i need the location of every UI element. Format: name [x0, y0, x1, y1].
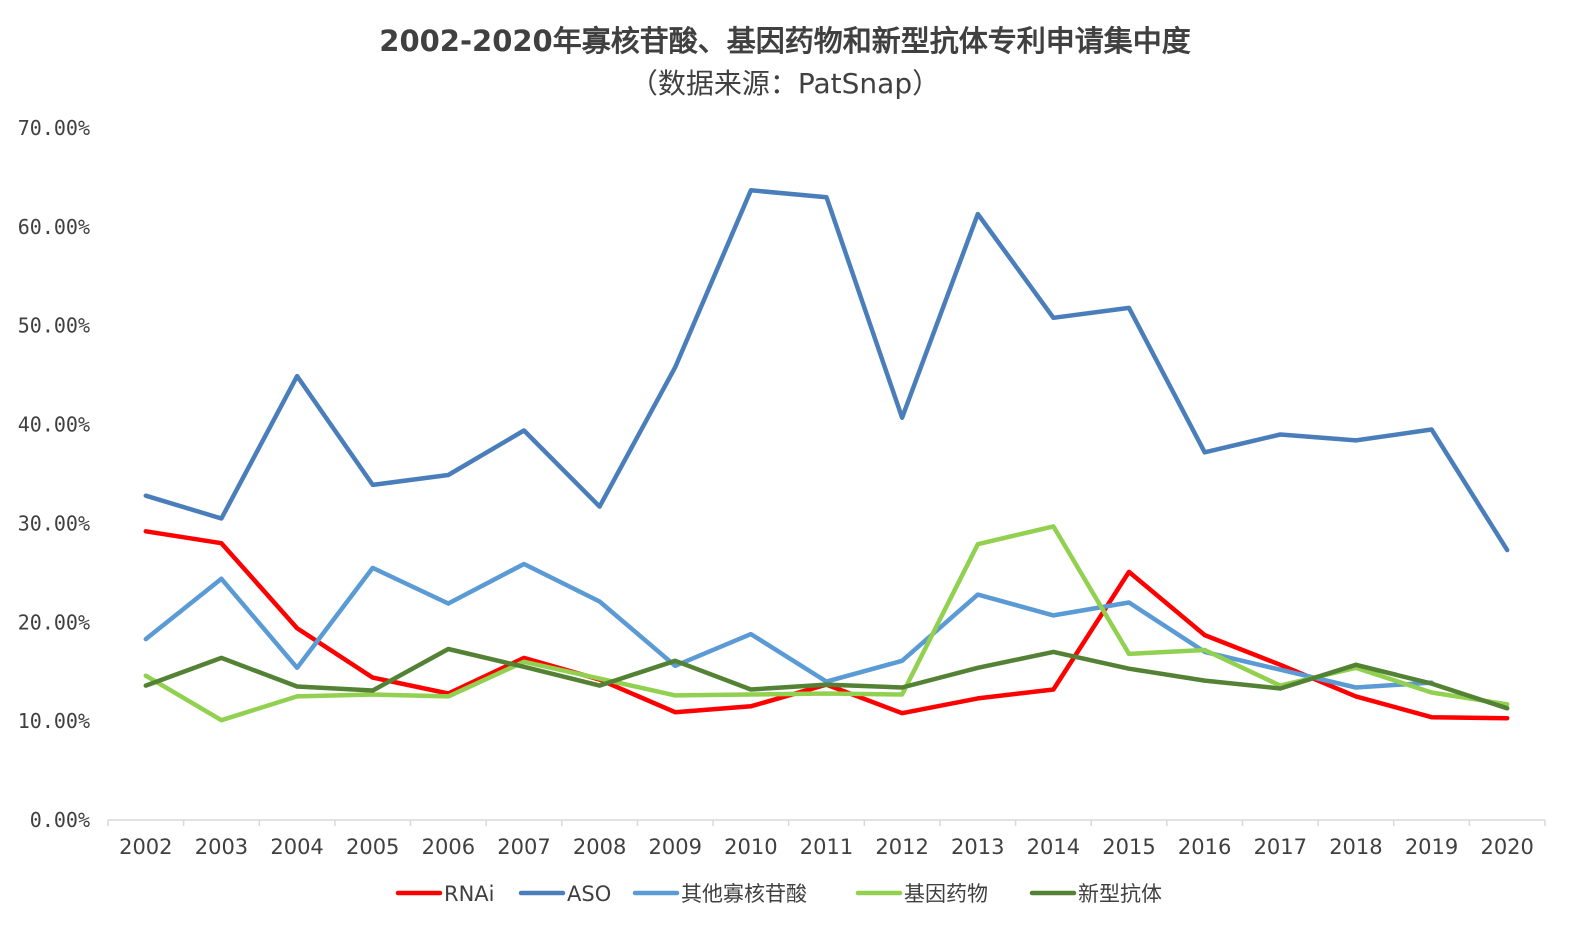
series-line: [143, 646, 1510, 711]
legend-label: 新型抗体: [1078, 882, 1162, 906]
series-line: [143, 561, 1434, 690]
y-axis-labels: 0.00% 10.00% 20.00% 30.00% 40.00% 50.00% 60.00…: [18, 116, 90, 832]
y-tick-label: 0.00%: [30, 808, 90, 832]
x-tick-label: 2003: [195, 835, 248, 859]
x-tick-label: 2015: [1102, 835, 1155, 859]
legend: RNAi ASO 其他寡核苷酸 基因药物 新型抗体: [395, 882, 1162, 906]
x-tick-label: 2005: [346, 835, 399, 859]
x-tick-label: 2008: [573, 835, 626, 859]
y-tick-label: 50.00%: [18, 314, 90, 338]
x-tick-label: 2016: [1178, 835, 1231, 859]
y-tick-label: 60.00%: [18, 215, 90, 239]
series-line: [143, 524, 1510, 723]
chart-title: 2002-2020年寡核苷酸、基因药物和新型抗体专利申请集中度: [379, 24, 1191, 58]
y-tick-label: 40.00%: [18, 413, 90, 437]
x-tick-label: 2019: [1405, 835, 1458, 859]
y-tick-label: 20.00%: [18, 610, 90, 634]
x-tick-label: 2009: [649, 835, 702, 859]
x-tick-label: 2002: [119, 835, 172, 859]
legend-label: 基因药物: [904, 882, 988, 906]
y-tick-label: 30.00%: [18, 511, 90, 535]
series-line: [143, 188, 1510, 553]
legend-label: 其他寡核苷酸: [681, 882, 807, 906]
x-tick-label: 2014: [1027, 835, 1080, 859]
x-tick-label: 2004: [270, 835, 323, 859]
series-lines: [143, 188, 1510, 723]
x-tick-label: 2012: [875, 835, 928, 859]
legend-label: RNAi: [444, 882, 495, 906]
y-tick-label: 70.00%: [18, 116, 90, 140]
x-tick-label: 2013: [951, 835, 1004, 859]
chart-subtitle: （数据来源：PatSnap）: [629, 67, 941, 100]
x-tick-label: 2020: [1480, 835, 1533, 859]
y-tick-label: 10.00%: [18, 709, 90, 733]
x-tick-label: 2018: [1329, 835, 1382, 859]
x-axis-labels: 2002 2003 2004 2005 2006 2007 2008 2009 2010 2011…: [107, 820, 1546, 859]
legend-label: ASO: [567, 882, 611, 906]
x-tick-label: 2010: [724, 835, 777, 859]
x-tick-label: 2017: [1254, 835, 1307, 859]
x-tick-label: 2011: [800, 835, 853, 859]
x-tick-label: 2007: [497, 835, 550, 859]
x-tick-label: 2006: [422, 835, 475, 859]
